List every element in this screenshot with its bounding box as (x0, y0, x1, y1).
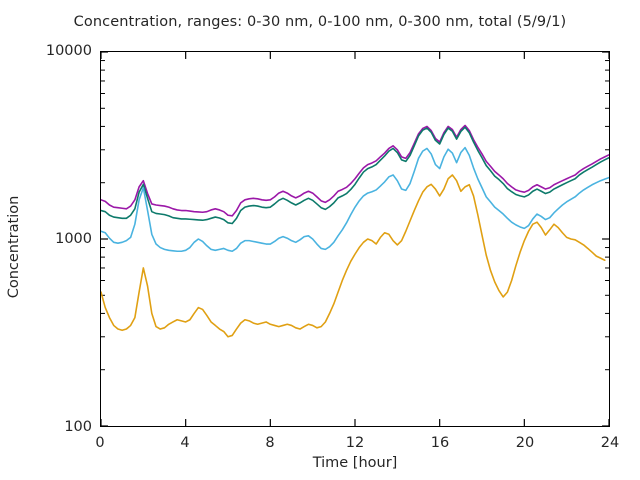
y-axis-label: Concentration (6, 195, 22, 299)
axis-ticks (101, 52, 609, 426)
y-tick-label: 10000 (45, 43, 92, 59)
x-tick-label: 16 (430, 435, 450, 451)
plot-lines (101, 52, 609, 426)
plot-area (100, 51, 610, 427)
x-tick-label: 4 (180, 435, 190, 451)
x-tick-label: 0 (95, 435, 105, 451)
y-tick-label: 1000 (55, 231, 92, 247)
y-tick-label: 100 (64, 419, 92, 435)
x-tick-label: 8 (265, 435, 275, 451)
x-axis-label: Time [hour] (312, 455, 398, 471)
x-tick-label: 24 (600, 435, 620, 451)
x-tick-label: 12 (345, 435, 365, 451)
series-line-0-100-nm (101, 146, 609, 253)
series-line-0-300-nm (101, 126, 609, 225)
x-tick-label: 20 (515, 435, 535, 451)
chart-title: Concentration, ranges: 0-30 nm, 0-100 nm… (73, 14, 567, 30)
series-line-total (101, 124, 609, 217)
series-line-0-30-nm (101, 174, 606, 338)
